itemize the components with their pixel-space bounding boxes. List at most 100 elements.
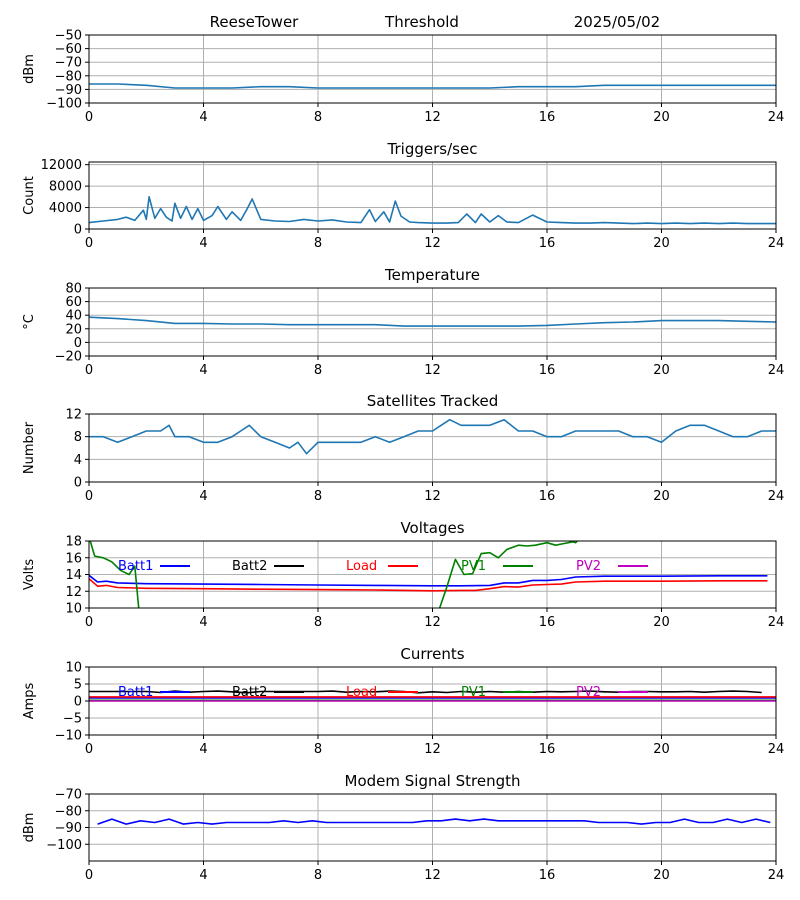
legend-entry-load: Load: [346, 559, 418, 574]
legend-label: PV2: [576, 685, 601, 700]
legend-entry-batt1: Batt1: [118, 559, 190, 574]
x-tick-label: 12: [424, 868, 441, 883]
y-tick-label: 8: [74, 430, 82, 445]
x-tick-label: 12: [424, 236, 441, 251]
legend-entry-batt2: Batt2: [232, 685, 304, 700]
header-site: ReeseTower: [210, 13, 300, 31]
x-tick-label: 0: [85, 363, 93, 378]
y-tick-label: 12000: [41, 158, 82, 173]
y-tick-label: 80: [65, 282, 82, 297]
satellites-panel: 0 4 8 12 16 20 24 0 4 8 12 Satellites Tracked Number: [22, 392, 784, 504]
series-0-line: [89, 196, 776, 225]
y-axis-label: Number: [22, 421, 37, 474]
modem-signal-panel: 0 4 8 12 16 20 24 −100 −90 −80−70 Modem Signal Str…: [22, 772, 784, 883]
legend-label: Batt1: [118, 685, 153, 700]
y-tick-label: −70: [55, 56, 82, 71]
y-axis-label: dBm: [22, 54, 37, 84]
x-tick-label: 4: [199, 363, 207, 378]
legend-entry-pv1: PV1: [461, 559, 533, 574]
y-tick-label: −80: [55, 69, 82, 84]
y-tick-label: −70: [55, 788, 82, 803]
y-tick-label: −60: [55, 42, 82, 57]
x-tick-label: 12: [424, 742, 441, 757]
x-tick-label: 20: [653, 742, 670, 757]
x-tick-label: 16: [539, 615, 556, 630]
x-tick-label: 20: [653, 868, 670, 883]
y-tick-label: 0: [74, 223, 82, 238]
legend-label: Batt2: [232, 559, 267, 574]
x-tick-label: 4: [199, 742, 207, 757]
x-tick-label: 16: [539, 489, 556, 504]
series-0-line: [89, 316, 776, 327]
series-0-line: [89, 83, 776, 89]
batt2-line: [89, 690, 762, 694]
x-tick-label: 24: [768, 110, 785, 125]
y-axis-label: dBm: [22, 813, 37, 843]
panel-title: Satellites Tracked: [367, 392, 498, 410]
x-tick-label: 16: [539, 742, 556, 757]
y-tick-label: 12: [65, 585, 82, 600]
x-tick-label: 4: [199, 110, 207, 125]
y-axis-label: Volts: [22, 559, 37, 591]
x-tick-label: 8: [314, 236, 322, 251]
x-tick-label: 8: [314, 615, 322, 630]
y-tick-label: 4: [74, 453, 82, 468]
x-tick-label: 20: [653, 110, 670, 125]
y-tick-label: −100: [46, 838, 82, 853]
y-tick-label: 40: [65, 309, 82, 324]
series-0-line: [97, 818, 771, 825]
y-tick-label: 5: [74, 678, 82, 693]
legend-label: Batt1: [118, 559, 153, 574]
header-mode: Threshold: [384, 13, 459, 31]
x-tick-label: 24: [768, 236, 785, 251]
legend-label: Load: [346, 685, 377, 700]
x-tick-label: 24: [768, 615, 785, 630]
y-tick-label: 16: [65, 551, 82, 566]
legend-entry-pv2: PV2: [576, 559, 648, 574]
x-tick-label: 20: [653, 615, 670, 630]
x-tick-label: 4: [199, 615, 207, 630]
x-tick-label: 20: [653, 236, 670, 251]
legend-entry-batt1: Batt1: [118, 685, 190, 700]
panel-title: Triggers/sec: [387, 140, 478, 158]
x-tick-label: 24: [768, 363, 785, 378]
panel-title: Modem Signal Strength: [345, 772, 521, 790]
x-tick-label: 0: [85, 615, 93, 630]
y-tick-label: −90: [55, 83, 82, 98]
x-tick-label: 0: [85, 868, 93, 883]
x-tick-label: 24: [768, 742, 785, 757]
x-tick-label: 12: [424, 615, 441, 630]
y-tick-label: −50: [55, 29, 82, 44]
pv1-line: [89, 541, 579, 608]
figure-header: ReeseTower Threshold 2025/05/02: [210, 13, 661, 31]
y-tick-label: 12: [65, 408, 82, 423]
x-tick-label: 24: [768, 489, 785, 504]
y-tick-label: −5: [63, 712, 82, 727]
panel-title: Currents: [400, 645, 464, 663]
y-axis-label: Count: [22, 176, 37, 215]
y-tick-label: −100: [46, 97, 82, 112]
y-tick-label: −80: [55, 804, 82, 819]
x-tick-label: 16: [539, 363, 556, 378]
x-tick-label: 20: [653, 489, 670, 504]
legend-entry-pv1: PV1: [461, 685, 533, 700]
y-tick-label: 20: [65, 322, 82, 337]
batt1-line: [89, 574, 768, 587]
y-tick-label: 0: [74, 695, 82, 710]
y-tick-label: −90: [55, 821, 82, 836]
y-tick-label: 0: [74, 476, 82, 491]
x-tick-label: 4: [199, 489, 207, 504]
x-tick-label: 8: [314, 110, 322, 125]
x-tick-label: 16: [539, 868, 556, 883]
y-tick-label: −20: [55, 350, 82, 365]
y-tick-label: 10: [65, 602, 82, 617]
legend-entry-pv2: PV2: [576, 685, 648, 700]
x-tick-label: 20: [653, 363, 670, 378]
y-tick-label: 4000: [49, 201, 82, 216]
y-tick-label: −10: [55, 729, 82, 744]
x-tick-label: 4: [199, 868, 207, 883]
